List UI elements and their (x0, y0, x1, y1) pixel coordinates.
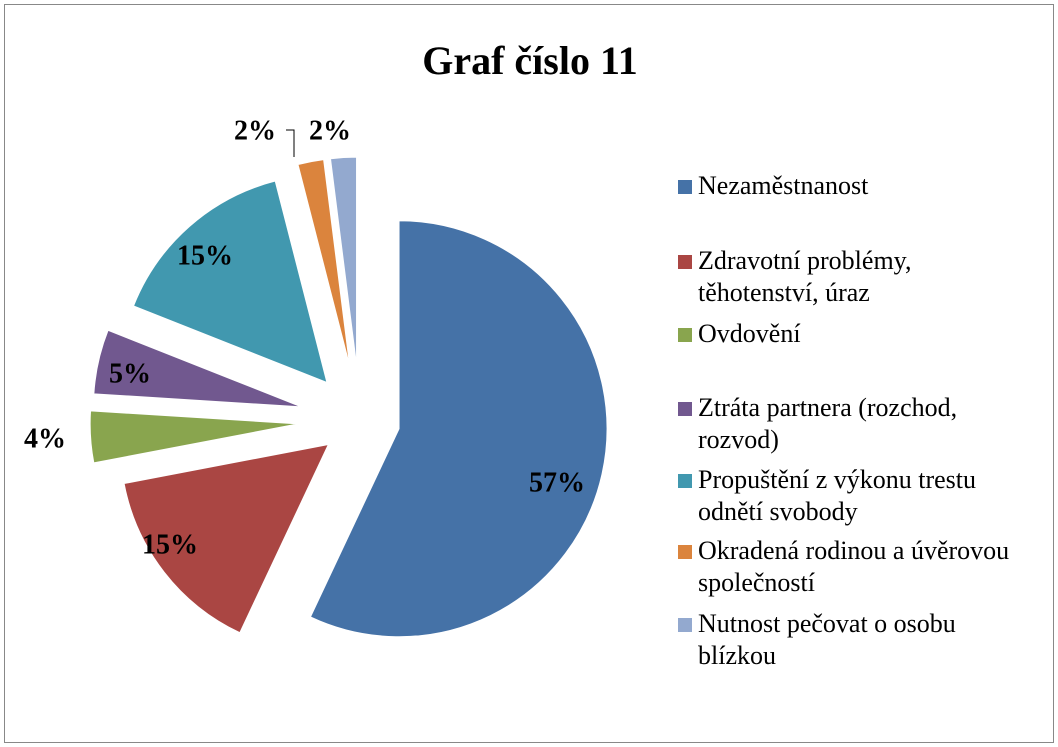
legend-swatch (678, 180, 692, 194)
chart-title: Graf číslo 11 (422, 38, 638, 83)
legend-entry: Okradená rodinou a úvěrovou společností (676, 535, 1036, 599)
legend-swatch (678, 255, 692, 269)
pie-slice (297, 159, 351, 367)
legend-label: Ztráta partnera (rozchod, rozvod) (698, 393, 958, 454)
pie-slice (309, 220, 608, 638)
legend-entry: Ovdovění (676, 318, 1036, 350)
pie-slice (132, 180, 328, 384)
legend-label: Nutnost pečovat o osobu blízkou (698, 609, 956, 670)
legend-swatch (678, 474, 692, 488)
data-label: 2% (309, 115, 351, 146)
pie-slice (93, 329, 302, 408)
legend-label: Propuštění z výkonu trestu odnětí svobod… (698, 465, 977, 526)
legend-entry: Nezaměstnanost (676, 170, 1036, 202)
legend-entry: Ztráta partnera (rozchod, rozvod) (676, 392, 1036, 456)
legend-swatch (678, 328, 692, 342)
pie-slice (329, 156, 358, 366)
legend-entry: Zdravotní problémy, těhotenství, úraz (676, 245, 1036, 309)
legend-swatch (678, 545, 692, 559)
data-label: 4% (24, 423, 66, 454)
data-label: 2% (234, 115, 276, 146)
leader-line (286, 129, 295, 157)
legend-entry: Nutnost pečovat o osobu blízkou (676, 608, 1036, 672)
pie-slice (123, 443, 330, 634)
data-label: 15% (142, 529, 198, 560)
legend-label: Ovdovění (698, 319, 801, 348)
data-label: 57% (529, 467, 585, 498)
legend-label: Zdravotní problémy, těhotenství, úraz (698, 246, 912, 307)
legend-label: Okradená rodinou a úvěrovou společností (698, 536, 1010, 597)
legend-label: Nezaměstnanost (698, 171, 869, 200)
legend-swatch (678, 402, 692, 416)
legend-swatch (678, 618, 692, 632)
legend-entry: Propuštění z výkonu trestu odnětí svobod… (676, 464, 1036, 528)
data-label: 5% (109, 358, 151, 389)
pie-slice (89, 410, 299, 464)
data-label: 15% (177, 240, 233, 271)
